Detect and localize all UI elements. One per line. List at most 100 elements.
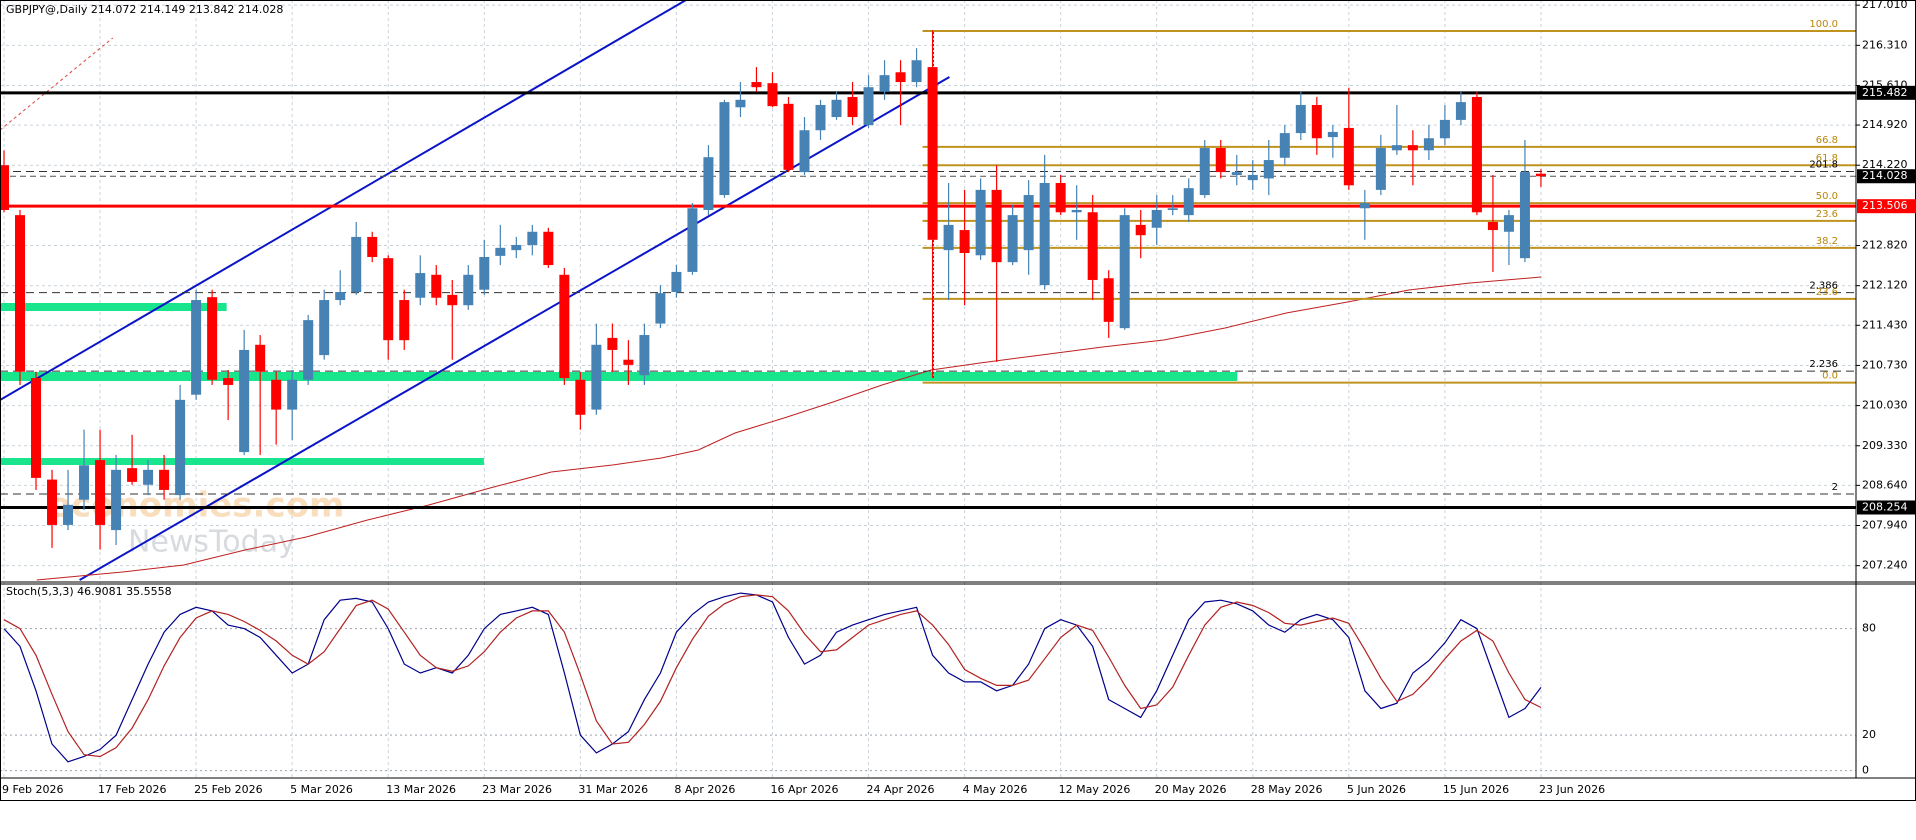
- zone: [0, 303, 227, 311]
- candle-body: [1039, 183, 1050, 286]
- chart-header: GBPJPY@,Daily 214.072 214.149 213.842 21…: [6, 3, 283, 16]
- extension-label: 2.386: [1809, 281, 1838, 292]
- x-tick-label: 20 May 2026: [1155, 783, 1227, 796]
- fib-label: 0.0: [1822, 371, 1838, 382]
- candle-body: [79, 465, 90, 500]
- candle-body: [991, 189, 1002, 263]
- y-tick-label: 214.920: [1862, 118, 1908, 131]
- y-tick-label: 209.330: [1862, 439, 1908, 452]
- candle-body: [591, 344, 602, 410]
- candle-body: [95, 460, 106, 525]
- x-tick-label: 9 Feb 2026: [2, 783, 63, 796]
- zone: [0, 372, 1238, 381]
- x-tick-label: 24 Apr 2026: [867, 783, 935, 796]
- watermark: economies.com: [48, 486, 344, 526]
- y-tick-label: 212.120: [1862, 279, 1908, 292]
- candle-body: [47, 479, 58, 525]
- candle-body: [527, 231, 538, 245]
- candle-body: [655, 293, 666, 324]
- candle-body: [687, 208, 698, 272]
- candle-body: [1055, 183, 1066, 213]
- indicator-title: Stoch(5,3,3): [6, 585, 74, 598]
- candle-body: [479, 257, 490, 290]
- candle-body: [1439, 119, 1450, 139]
- candle-body: [463, 274, 474, 306]
- y-tick-label: 0: [1862, 764, 1869, 777]
- y-tick-label: 210.730: [1862, 358, 1908, 371]
- candle-body: [1327, 131, 1338, 138]
- candle-body: [367, 236, 378, 258]
- candle-body: [1535, 173, 1546, 177]
- candle-body: [1343, 127, 1354, 186]
- candle-body: [1375, 148, 1386, 190]
- candle-body: [783, 103, 794, 170]
- candle-body: [1119, 215, 1130, 329]
- x-tick-label: 13 Mar 2026: [386, 783, 456, 796]
- candle-body: [1455, 102, 1466, 120]
- fib-label: 50.0: [1816, 191, 1838, 202]
- extension-label: 2: [1832, 482, 1838, 493]
- candle-body: [1231, 172, 1242, 175]
- candle-body: [351, 236, 362, 293]
- candle-body: [927, 67, 938, 240]
- price-box: [1857, 500, 1916, 515]
- candle-body: [1423, 138, 1434, 151]
- candle-body: [1503, 215, 1514, 232]
- labels: GBPJPY@,Daily 214.072 214.149 213.842 21…: [2, 0, 1916, 796]
- price-box: [1857, 85, 1916, 100]
- fib-label: 100.0: [1809, 19, 1838, 30]
- candle-body: [1487, 222, 1498, 231]
- y-tick-label: 210.030: [1862, 399, 1908, 412]
- extension-label: 201.8: [1809, 160, 1838, 171]
- price-box-label: 213.506: [1862, 199, 1908, 212]
- candle-body: [1407, 145, 1418, 151]
- candle-body: [767, 83, 778, 107]
- y-tick-label: 20: [1862, 728, 1876, 741]
- candle-body: [431, 274, 442, 298]
- candle-body: [207, 297, 218, 380]
- candle-body: [623, 359, 634, 365]
- x-tick-label: 15 Jun 2026: [1443, 783, 1509, 796]
- x-tick-label: 25 Feb 2026: [194, 783, 262, 796]
- candle-body: [0, 165, 9, 210]
- y-tick-label: 80: [1862, 622, 1876, 635]
- zone: [0, 458, 484, 465]
- candle-body: [735, 99, 746, 108]
- candle-body: [1215, 148, 1226, 173]
- candle-body: [303, 320, 314, 380]
- candle-body: [447, 294, 458, 306]
- x-tick-label: 23 Jun 2026: [1539, 783, 1605, 796]
- candle-body: [1279, 133, 1290, 158]
- candle-body: [879, 75, 890, 92]
- candle-body: [703, 157, 714, 210]
- candle-body: [255, 344, 266, 372]
- candle-body: [319, 300, 330, 356]
- candle-body: [911, 60, 922, 83]
- candle-body: [191, 300, 202, 395]
- candle-body: [335, 292, 346, 301]
- y-tick-label: 211.430: [1862, 318, 1908, 331]
- candle-body: [1087, 212, 1098, 280]
- candle-body: [511, 244, 522, 251]
- candle-body: [1263, 160, 1274, 179]
- candle-body: [127, 468, 138, 482]
- x-tick-label: 23 Mar 2026: [482, 783, 552, 796]
- y-tick-label: 207.240: [1862, 559, 1908, 572]
- candle-body: [863, 87, 874, 126]
- y-tick-label: 217.010: [1862, 0, 1908, 11]
- fib-label: 23.6: [1816, 287, 1838, 298]
- candle-body: [223, 378, 234, 385]
- d-value: 35.5558: [126, 585, 172, 598]
- candle-body: [1359, 203, 1370, 209]
- candle-body: [671, 271, 682, 293]
- candle-body: [1103, 278, 1114, 322]
- candle-body: [895, 72, 906, 83]
- fib-label: 61.8: [1816, 153, 1838, 164]
- x-tick-label: 17 Feb 2026: [98, 783, 166, 796]
- grid: [0, 0, 1856, 778]
- candle-body: [415, 273, 426, 298]
- fib-label: 38.2: [1816, 236, 1838, 247]
- candle-body: [831, 99, 842, 118]
